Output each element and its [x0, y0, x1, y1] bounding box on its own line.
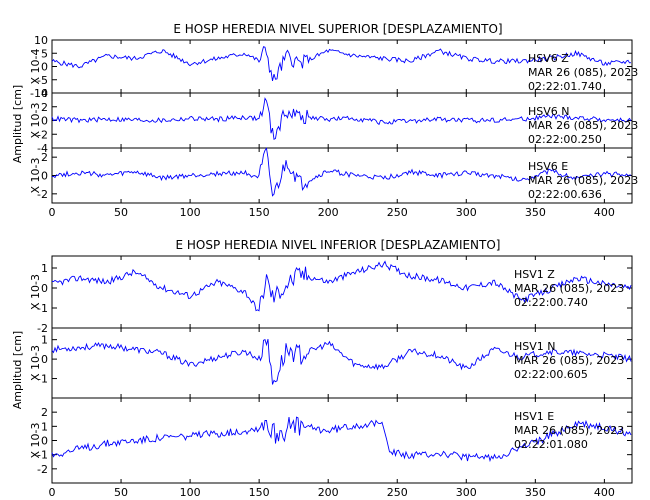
scale-label: X 10-4 — [29, 49, 42, 85]
station-label: HSV1 N — [514, 340, 556, 353]
x-tick-label: 100 — [180, 206, 201, 219]
time-label: 02:22:01.740 — [528, 80, 602, 93]
x-tick-label: 50 — [114, 206, 128, 219]
waveform-line — [51, 46, 632, 81]
y-tick-label: -1 — [37, 302, 48, 315]
scale-label: X 10-3 — [29, 158, 42, 194]
station-label: HSV1 E — [514, 410, 554, 423]
y-tick-label: 10 — [34, 34, 48, 47]
scale-label: X 10-3 — [29, 103, 42, 139]
x-tick-label: 50 — [114, 486, 128, 499]
waveform-line — [51, 147, 631, 197]
y-tick-label: 0 — [41, 170, 48, 183]
time-label: 02:22:01.080 — [514, 438, 588, 451]
y-tick-label: -1 — [37, 373, 48, 386]
date-label: MAR 26 (085), 2023 — [514, 354, 624, 367]
x-tick-label: 400 — [594, 206, 615, 219]
y-axis-label: Amplitud [cm] — [11, 85, 24, 163]
y-tick-label: 0 — [41, 282, 48, 295]
y-tick-label: 1 — [41, 420, 48, 433]
y-tick-label: 2 — [41, 101, 48, 114]
waveform-line — [51, 416, 632, 463]
y-tick-label: 1 — [41, 262, 48, 275]
station-label: HSV6 E — [528, 160, 568, 173]
time-label: 02:22:00.636 — [528, 188, 602, 201]
y-axis-label: Amplitud [cm] — [11, 331, 24, 409]
y-tick-label: 2 — [41, 406, 48, 419]
x-tick-label: 100 — [180, 486, 201, 499]
chart-title: E HOSP HEREDIA NIVEL SUPERIOR [DESPLAZAM… — [173, 22, 502, 36]
upper-level-chart: E HOSP HEREDIA NIVEL SUPERIOR [DESPLAZAM… — [11, 22, 638, 219]
scale-label: X 10-3 — [29, 423, 42, 459]
y-tick-label: 5 — [41, 47, 48, 60]
y-tick-label: 4 — [41, 87, 48, 100]
x-tick-label: 150 — [249, 486, 270, 499]
date-label: MAR 26 (085), 2023 — [528, 119, 638, 132]
x-tick-label: 300 — [456, 206, 477, 219]
station-label: HSV6 N — [528, 105, 570, 118]
x-tick-label: 0 — [49, 206, 56, 219]
y-tick-label: 0 — [41, 353, 48, 366]
date-label: MAR 26 (085), 2023 — [528, 66, 638, 79]
date-label: MAR 26 (085), 2023 — [514, 424, 624, 437]
time-label: 02:22:00.250 — [528, 133, 602, 146]
y-tick-label: -2 — [37, 128, 48, 141]
x-tick-label: 350 — [525, 206, 546, 219]
station-label: HSV6 Z — [528, 52, 569, 65]
x-tick-label: 250 — [387, 486, 408, 499]
y-tick-label: -5 — [37, 74, 48, 87]
waveform-line — [51, 260, 632, 312]
y-tick-label: 1 — [41, 334, 48, 347]
x-tick-label: 350 — [525, 486, 546, 499]
y-tick-label: -10 — [30, 87, 48, 100]
y-tick-label: 0 — [41, 115, 48, 128]
waveform-line — [51, 97, 632, 141]
x-tick-label: 250 — [387, 206, 408, 219]
waveform-line — [51, 338, 632, 385]
date-label: MAR 26 (085), 2023 — [514, 282, 624, 295]
y-tick-label: 0 — [41, 61, 48, 74]
y-tick-label: -2 — [37, 322, 48, 335]
date-label: MAR 26 (085), 2023 — [528, 174, 638, 187]
y-tick-label: 0 — [41, 435, 48, 448]
x-tick-label: 200 — [318, 486, 339, 499]
y-tick-label: 2 — [41, 151, 48, 164]
station-label: HSV1 Z — [514, 268, 555, 281]
y-tick-label: -2 — [37, 463, 48, 476]
x-tick-label: 300 — [456, 486, 477, 499]
y-tick-label: -1 — [37, 449, 48, 462]
x-tick-label: 200 — [318, 206, 339, 219]
x-tick-label: 0 — [49, 486, 56, 499]
x-tick-label: 150 — [249, 206, 270, 219]
lower-level-chart: E HOSP HEREDIA NIVEL INFERIOR [DESPLAZAM… — [11, 238, 633, 499]
y-tick-label: -2 — [37, 188, 48, 201]
y-tick-label: -4 — [37, 142, 48, 155]
scale-label: X 10-3 — [29, 274, 42, 310]
chart-title: E HOSP HEREDIA NIVEL INFERIOR [DESPLAZAM… — [175, 238, 500, 252]
time-label: 02:22:00.740 — [514, 296, 588, 309]
scale-label: X 10-3 — [29, 345, 42, 381]
x-tick-label: 400 — [594, 486, 615, 499]
time-label: 02:22:00.605 — [514, 368, 588, 381]
